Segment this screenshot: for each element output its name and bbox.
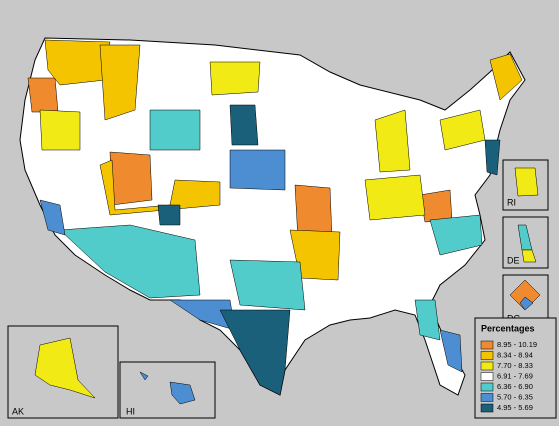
- region: [27, 77, 59, 113]
- legend: 8.95 - 10.198.34 - 8.94 7.70 - 8.336.91 -…: [480, 340, 537, 413]
- region: [519, 296, 534, 311]
- legend-swatch: [480, 382, 494, 392]
- legend-title: Percentages: [481, 323, 535, 333]
- region: [414, 299, 441, 341]
- region: [34, 337, 96, 399]
- region: [429, 214, 483, 256]
- inset-label: AK: [12, 406, 24, 416]
- legend-swatch: [480, 351, 494, 360]
- region: [59, 224, 201, 299]
- region: [484, 139, 501, 176]
- legend-swatch: [480, 340, 494, 350]
- region: [521, 249, 537, 263]
- legend-label: 8.95 - 10.19: [497, 340, 537, 349]
- region: [109, 151, 153, 206]
- legend-swatch: [480, 372, 494, 381]
- inset-shapes: [34, 167, 541, 405]
- legend-label: 7.70 - 8.33: [497, 361, 533, 370]
- region: [419, 189, 453, 223]
- region: [99, 159, 221, 216]
- inset-label: RI: [507, 197, 516, 207]
- region: [229, 104, 259, 146]
- region: [489, 53, 523, 101]
- region: [99, 44, 141, 121]
- legend-label: 4.95 - 5.69: [497, 403, 533, 412]
- inset-label: DE: [507, 255, 520, 265]
- region: [219, 309, 291, 396]
- region: [374, 109, 411, 173]
- region: [209, 61, 261, 96]
- region: [39, 109, 81, 151]
- region: [439, 329, 463, 373]
- region: [229, 259, 306, 311]
- region: [169, 381, 196, 405]
- inset-label: HI: [126, 406, 135, 416]
- region: [149, 109, 201, 151]
- legend-label: 5.70 - 6.35: [497, 392, 533, 401]
- legend-label: 6.36 - 6.90: [497, 382, 533, 391]
- legend-swatch: [480, 361, 494, 371]
- legend-label: 8.34 - 8.94: [497, 350, 533, 359]
- region: [139, 371, 149, 381]
- region: [44, 39, 111, 86]
- region: [514, 167, 539, 197]
- region: [229, 149, 286, 191]
- region: [364, 174, 426, 221]
- legend-swatch: [480, 393, 494, 402]
- regions: [27, 39, 523, 396]
- region: [39, 199, 66, 236]
- legend-swatch: [480, 403, 494, 413]
- legend-label: 6.91 - 7.69: [497, 371, 533, 380]
- region: [157, 204, 181, 226]
- inset-box: [119, 361, 216, 419]
